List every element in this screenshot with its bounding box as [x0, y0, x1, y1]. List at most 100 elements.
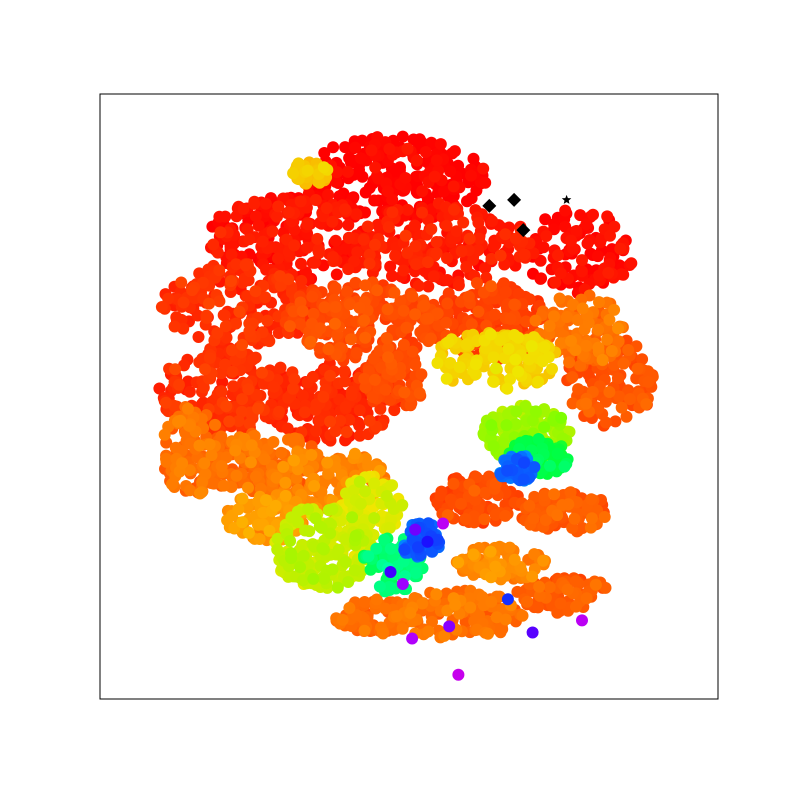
- scatter-point: [155, 301, 168, 313]
- scatter-point: [214, 226, 227, 239]
- scatter-point: [431, 357, 444, 369]
- scatter-point: [501, 382, 514, 395]
- scatter-point: [386, 270, 398, 282]
- scatter-point: [441, 306, 454, 319]
- scatter-point: [342, 576, 355, 588]
- scatter-point: [389, 249, 402, 262]
- scatter-point: [198, 457, 211, 470]
- scatter-point: [368, 194, 381, 207]
- scatter-point: [245, 439, 258, 452]
- scatter-point: [363, 248, 376, 261]
- scatter-point: [197, 276, 209, 289]
- scatter-point: [271, 210, 283, 223]
- diamond-marker: [516, 223, 531, 238]
- scatter-point: [290, 472, 303, 484]
- scatter-point: [153, 382, 166, 395]
- scatter-point: [236, 338, 249, 351]
- scatter-point: [273, 270, 286, 283]
- scatter-point: [464, 601, 477, 614]
- scatter-point: [487, 440, 500, 453]
- scatter-point: [308, 480, 321, 492]
- scatter-point: [508, 298, 521, 311]
- scatter-point: [329, 425, 342, 438]
- scatter-point: [408, 219, 421, 232]
- scatter-point: [168, 320, 181, 333]
- scatter-point: [170, 311, 183, 324]
- scatter-point: [271, 532, 284, 545]
- scatter-point: [259, 197, 272, 210]
- scatter-point: [343, 413, 356, 426]
- scatter-point: [169, 363, 182, 376]
- scatter-point: [327, 251, 339, 263]
- scatter-point: [571, 314, 584, 326]
- scatter-point: [592, 323, 605, 336]
- scatter-point: [527, 512, 540, 525]
- scatter-point: [356, 170, 369, 183]
- scatter-point: [636, 353, 649, 366]
- highlight-point: [396, 578, 409, 590]
- scatter-point: [258, 453, 271, 466]
- scatter-point: [273, 405, 286, 418]
- scatter-point: [381, 185, 394, 198]
- scatter-point: [353, 419, 366, 432]
- scatter-point: [601, 210, 614, 223]
- scatter-point: [386, 206, 399, 219]
- scatter-point: [396, 130, 409, 143]
- scatter-point: [227, 380, 240, 393]
- scatter-point: [608, 303, 621, 316]
- scatter-point: [468, 484, 481, 497]
- scatter-point: [288, 454, 300, 467]
- scatter-point: [248, 197, 261, 210]
- scatter-point: [218, 309, 231, 322]
- scatter-point: [357, 233, 370, 246]
- scatter-point: [566, 521, 579, 534]
- scatter-point: [345, 156, 357, 169]
- scatter-point: [472, 216, 485, 229]
- scatter-point: [272, 252, 284, 265]
- scatter-point: [186, 284, 199, 297]
- scatter-point: [538, 341, 551, 353]
- scatter-point: [605, 345, 618, 357]
- scatter-point: [243, 233, 256, 246]
- scatter-point: [523, 353, 536, 366]
- scatter-point: [537, 554, 550, 567]
- scatter-point: [453, 361, 466, 374]
- scatter-point: [177, 296, 190, 309]
- scatter-point: [175, 276, 188, 289]
- scatter-point: [510, 405, 523, 418]
- scatter-point: [377, 627, 389, 640]
- scatter-point: [368, 477, 381, 490]
- scatter-point: [158, 428, 171, 441]
- scatter-point: [416, 206, 428, 219]
- scatter-point: [183, 464, 196, 477]
- scatter-point: [381, 303, 394, 316]
- scatter-point: [576, 254, 588, 267]
- scatter-point: [287, 305, 300, 318]
- scatter-point: [631, 362, 644, 375]
- scatter-point: [416, 597, 429, 610]
- scatter-point: [525, 340, 538, 353]
- scatter-point: [368, 373, 381, 386]
- scatter-point: [229, 444, 242, 457]
- scatter-point: [529, 314, 542, 327]
- scatter-point: [223, 415, 236, 428]
- scatter-point: [512, 365, 525, 378]
- scatter-point: [601, 333, 613, 346]
- scatter-point: [380, 490, 393, 502]
- scatter-point: [343, 298, 356, 311]
- scatter-point: [304, 335, 317, 348]
- scatter-point: [354, 152, 367, 165]
- scatter-point: [399, 229, 412, 242]
- scatter-point: [570, 225, 583, 237]
- scatter-point: [596, 353, 609, 366]
- scatter-point: [329, 301, 342, 313]
- scatter-point: [587, 208, 599, 221]
- scatter-point: [313, 342, 326, 354]
- scatter-point: [348, 447, 361, 460]
- scatter-point: [285, 547, 297, 560]
- scatter-point: [243, 526, 255, 539]
- scatter-point: [331, 581, 344, 594]
- scatter-point: [315, 521, 328, 534]
- scatter-point: [533, 580, 546, 593]
